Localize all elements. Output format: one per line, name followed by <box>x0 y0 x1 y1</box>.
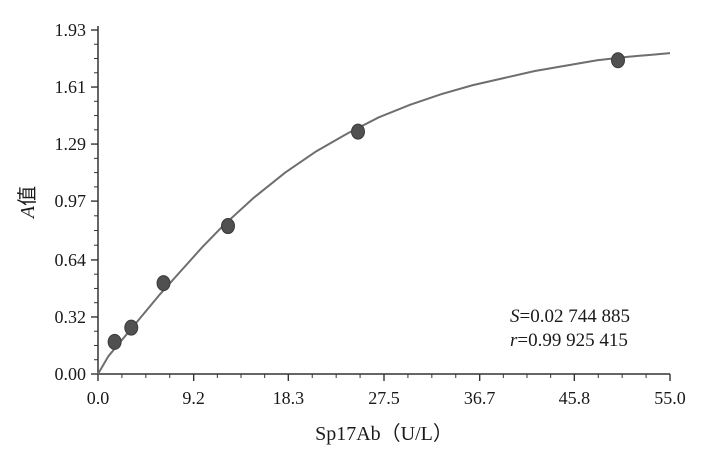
y-axis-title: A值 <box>16 186 39 220</box>
data-point <box>124 319 139 336</box>
annotation-s-value: =0.02 744 885 <box>520 306 630 327</box>
annotation-s: S=0.02 744 885 <box>510 306 630 327</box>
x-tick-label: 18.3 <box>273 388 305 408</box>
ticks: 0.00 0.32 0.64 0.97 1.29 1.61 1.93 0.0 9.2 18.3 27… <box>55 20 686 408</box>
data-point <box>221 218 235 235</box>
y-tick-label: 1.61 <box>55 77 87 97</box>
x-tick-label: 27.5 <box>368 388 400 408</box>
annotation-r-symbol: r <box>510 330 518 351</box>
data-point <box>351 123 365 140</box>
x-tick-label: 0.0 <box>87 388 110 408</box>
x-tick-label: 55.0 <box>654 388 686 408</box>
y-tick-label: 0.32 <box>55 307 87 327</box>
y-tick-label: 0.00 <box>55 364 87 384</box>
data-point <box>107 333 122 350</box>
data-point <box>611 52 625 69</box>
y-tick-label: 1.29 <box>55 134 87 154</box>
y-axis-title-italic: A <box>17 205 39 220</box>
y-tick-label: 1.93 <box>55 20 87 40</box>
fit-curve-group <box>97 52 671 375</box>
data-points <box>107 52 625 350</box>
x-axis-title: Sp17Ab（U/L） <box>315 422 453 445</box>
x-tick-label: 36.7 <box>464 388 496 408</box>
fit-curve-line <box>97 52 671 375</box>
x-tick-label: 45.8 <box>559 388 591 408</box>
data-point <box>156 275 171 292</box>
annotation-r: r=0.99 925 415 <box>510 330 628 351</box>
y-axis-title-rest: 值 <box>16 186 39 206</box>
y-tick-label: 0.64 <box>55 250 87 270</box>
annotation-s-symbol: S <box>510 306 520 327</box>
y-tick-label: 0.97 <box>55 191 87 211</box>
annotation-r-value: =0.99 925 415 <box>517 330 627 351</box>
x-tick-label: 9.2 <box>182 388 205 408</box>
